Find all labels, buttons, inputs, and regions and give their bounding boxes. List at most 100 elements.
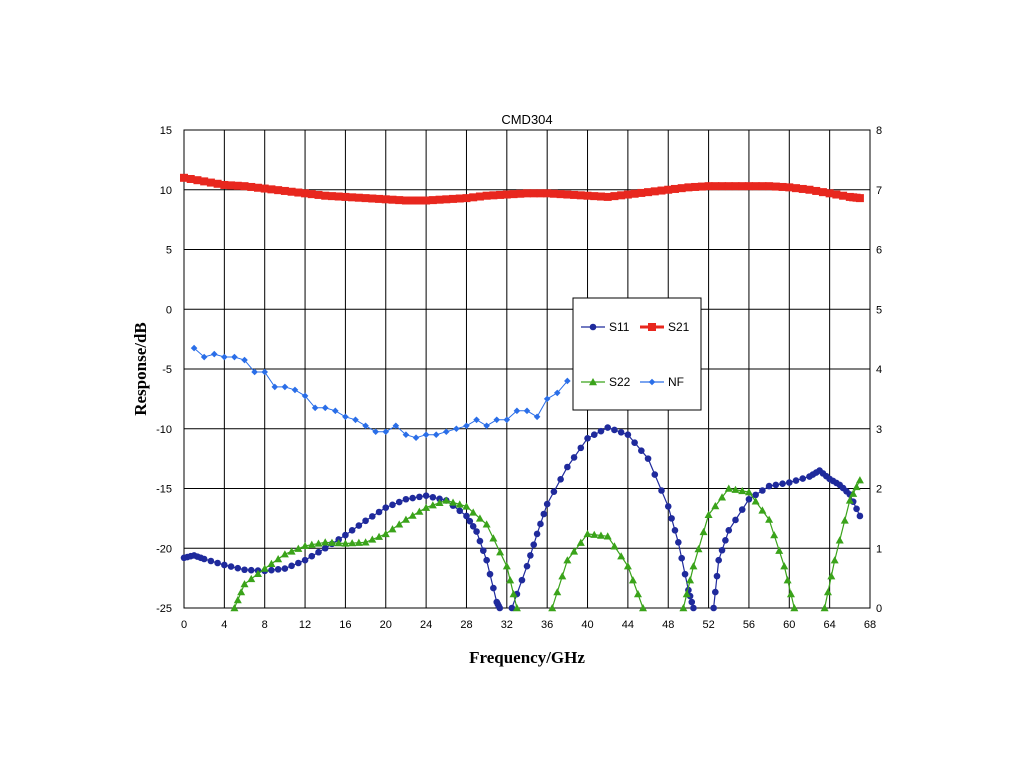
data-point-s22 [348,539,357,547]
data-point-s22 [247,574,256,583]
data-point-s22 [253,569,262,577]
data-point-s22 [830,556,839,564]
data-point-s11 [227,563,235,570]
data-point-s21 [855,194,864,203]
data-point-s22 [506,576,515,584]
grid [183,129,871,609]
data-point-s21 [590,192,599,201]
data-point-nf [231,353,238,361]
data-point-s21 [825,189,834,198]
data-point-s21 [395,196,404,205]
data-point-nf [564,377,571,385]
data-point-s22 [327,538,336,546]
data-point-s21 [280,186,289,195]
data-point-s21 [718,182,727,191]
data-point-s22 [294,544,303,552]
data-point-s11 [308,552,316,560]
data-point-nf [210,350,218,358]
data-point-s11 [557,476,564,483]
y2-tick-label: 0 [876,603,882,615]
data-point-s22 [617,552,626,560]
data-point-s21 [381,195,390,204]
data-point-s21 [576,191,585,200]
data-point-nf [251,368,258,376]
data-point-s21 [805,185,814,194]
data-point-s11 [713,572,721,580]
data-point-s11 [604,424,612,431]
data-point-s22 [301,541,310,550]
data-point-s22 [462,502,471,510]
data-point-s21 [724,182,733,191]
data-point-s21 [758,182,767,191]
data-point-s11 [537,520,544,528]
data-point-s11 [638,447,645,454]
data-point-s11 [856,512,864,520]
data-point-s21 [220,180,229,189]
data-point-s11 [476,537,484,545]
data-point-nf [311,404,319,412]
data-point-s11 [738,506,746,513]
data-point-s21 [334,192,343,201]
data-point-s11 [668,515,675,522]
data-point-s11 [221,561,228,569]
data-point-s21 [475,192,484,201]
x-tick-label: 8 [262,619,268,631]
data-point-s22 [334,539,343,547]
data-point-s21 [442,195,451,204]
legend-label-s21: S21 [668,320,690,334]
data-point-s11 [355,522,363,529]
data-point-s22 [835,536,844,544]
data-point-s21 [610,192,619,201]
data-point-s22 [395,520,404,528]
x-tick-label: 0 [181,619,187,631]
data-point-s21 [630,189,639,198]
data-point-s21 [556,190,565,199]
data-point-s22 [786,590,795,598]
data-point-s21 [549,189,558,198]
data-point-s21 [200,177,209,186]
data-point-s22 [287,547,296,555]
data-point-s21 [617,191,626,200]
data-point-s21 [751,182,760,191]
data-point-nf [221,353,228,361]
data-point-s21 [469,193,478,202]
data-point-s11 [402,495,410,503]
data-point-s22 [428,501,437,509]
data-point-s21 [482,191,491,200]
data-point-s21 [684,183,693,192]
data-point-s21 [529,189,538,198]
data-point-nf [473,416,480,424]
data-point-s11 [508,604,516,612]
data-point-s11 [718,546,726,554]
data-point-s11 [466,517,474,525]
data-point-s22 [475,514,484,522]
data-point-s21 [691,182,700,191]
data-point-s22 [758,506,767,514]
x-tick-label: 4 [221,619,227,631]
data-point-s21 [348,193,357,202]
data-point-s21 [664,185,673,194]
data-point-s21 [240,182,249,191]
data-point-s11 [772,481,780,489]
data-point-s22 [845,496,854,504]
data-point-s21 [711,182,720,191]
data-point-s11 [732,516,739,524]
x-axis-label: Frequency/GHz [469,648,585,667]
data-point-s21 [287,187,296,196]
data-point-s22 [401,515,410,523]
data-point-s22 [455,500,464,508]
data-point-s11 [362,517,369,525]
y-tick-label: -10 [156,424,172,436]
data-point-nf [422,431,430,439]
x-tick-label: 64 [824,619,836,631]
data-point-s21 [704,182,713,191]
data-point-s21 [536,189,545,198]
data-point-s22 [496,548,505,556]
data-point-s11 [752,491,759,499]
y2-tick-label: 7 [876,185,882,197]
data-point-s22 [699,527,708,536]
data-point-s22 [711,502,720,510]
y2-tick-label: 8 [876,125,882,137]
data-point-s11 [651,471,659,478]
